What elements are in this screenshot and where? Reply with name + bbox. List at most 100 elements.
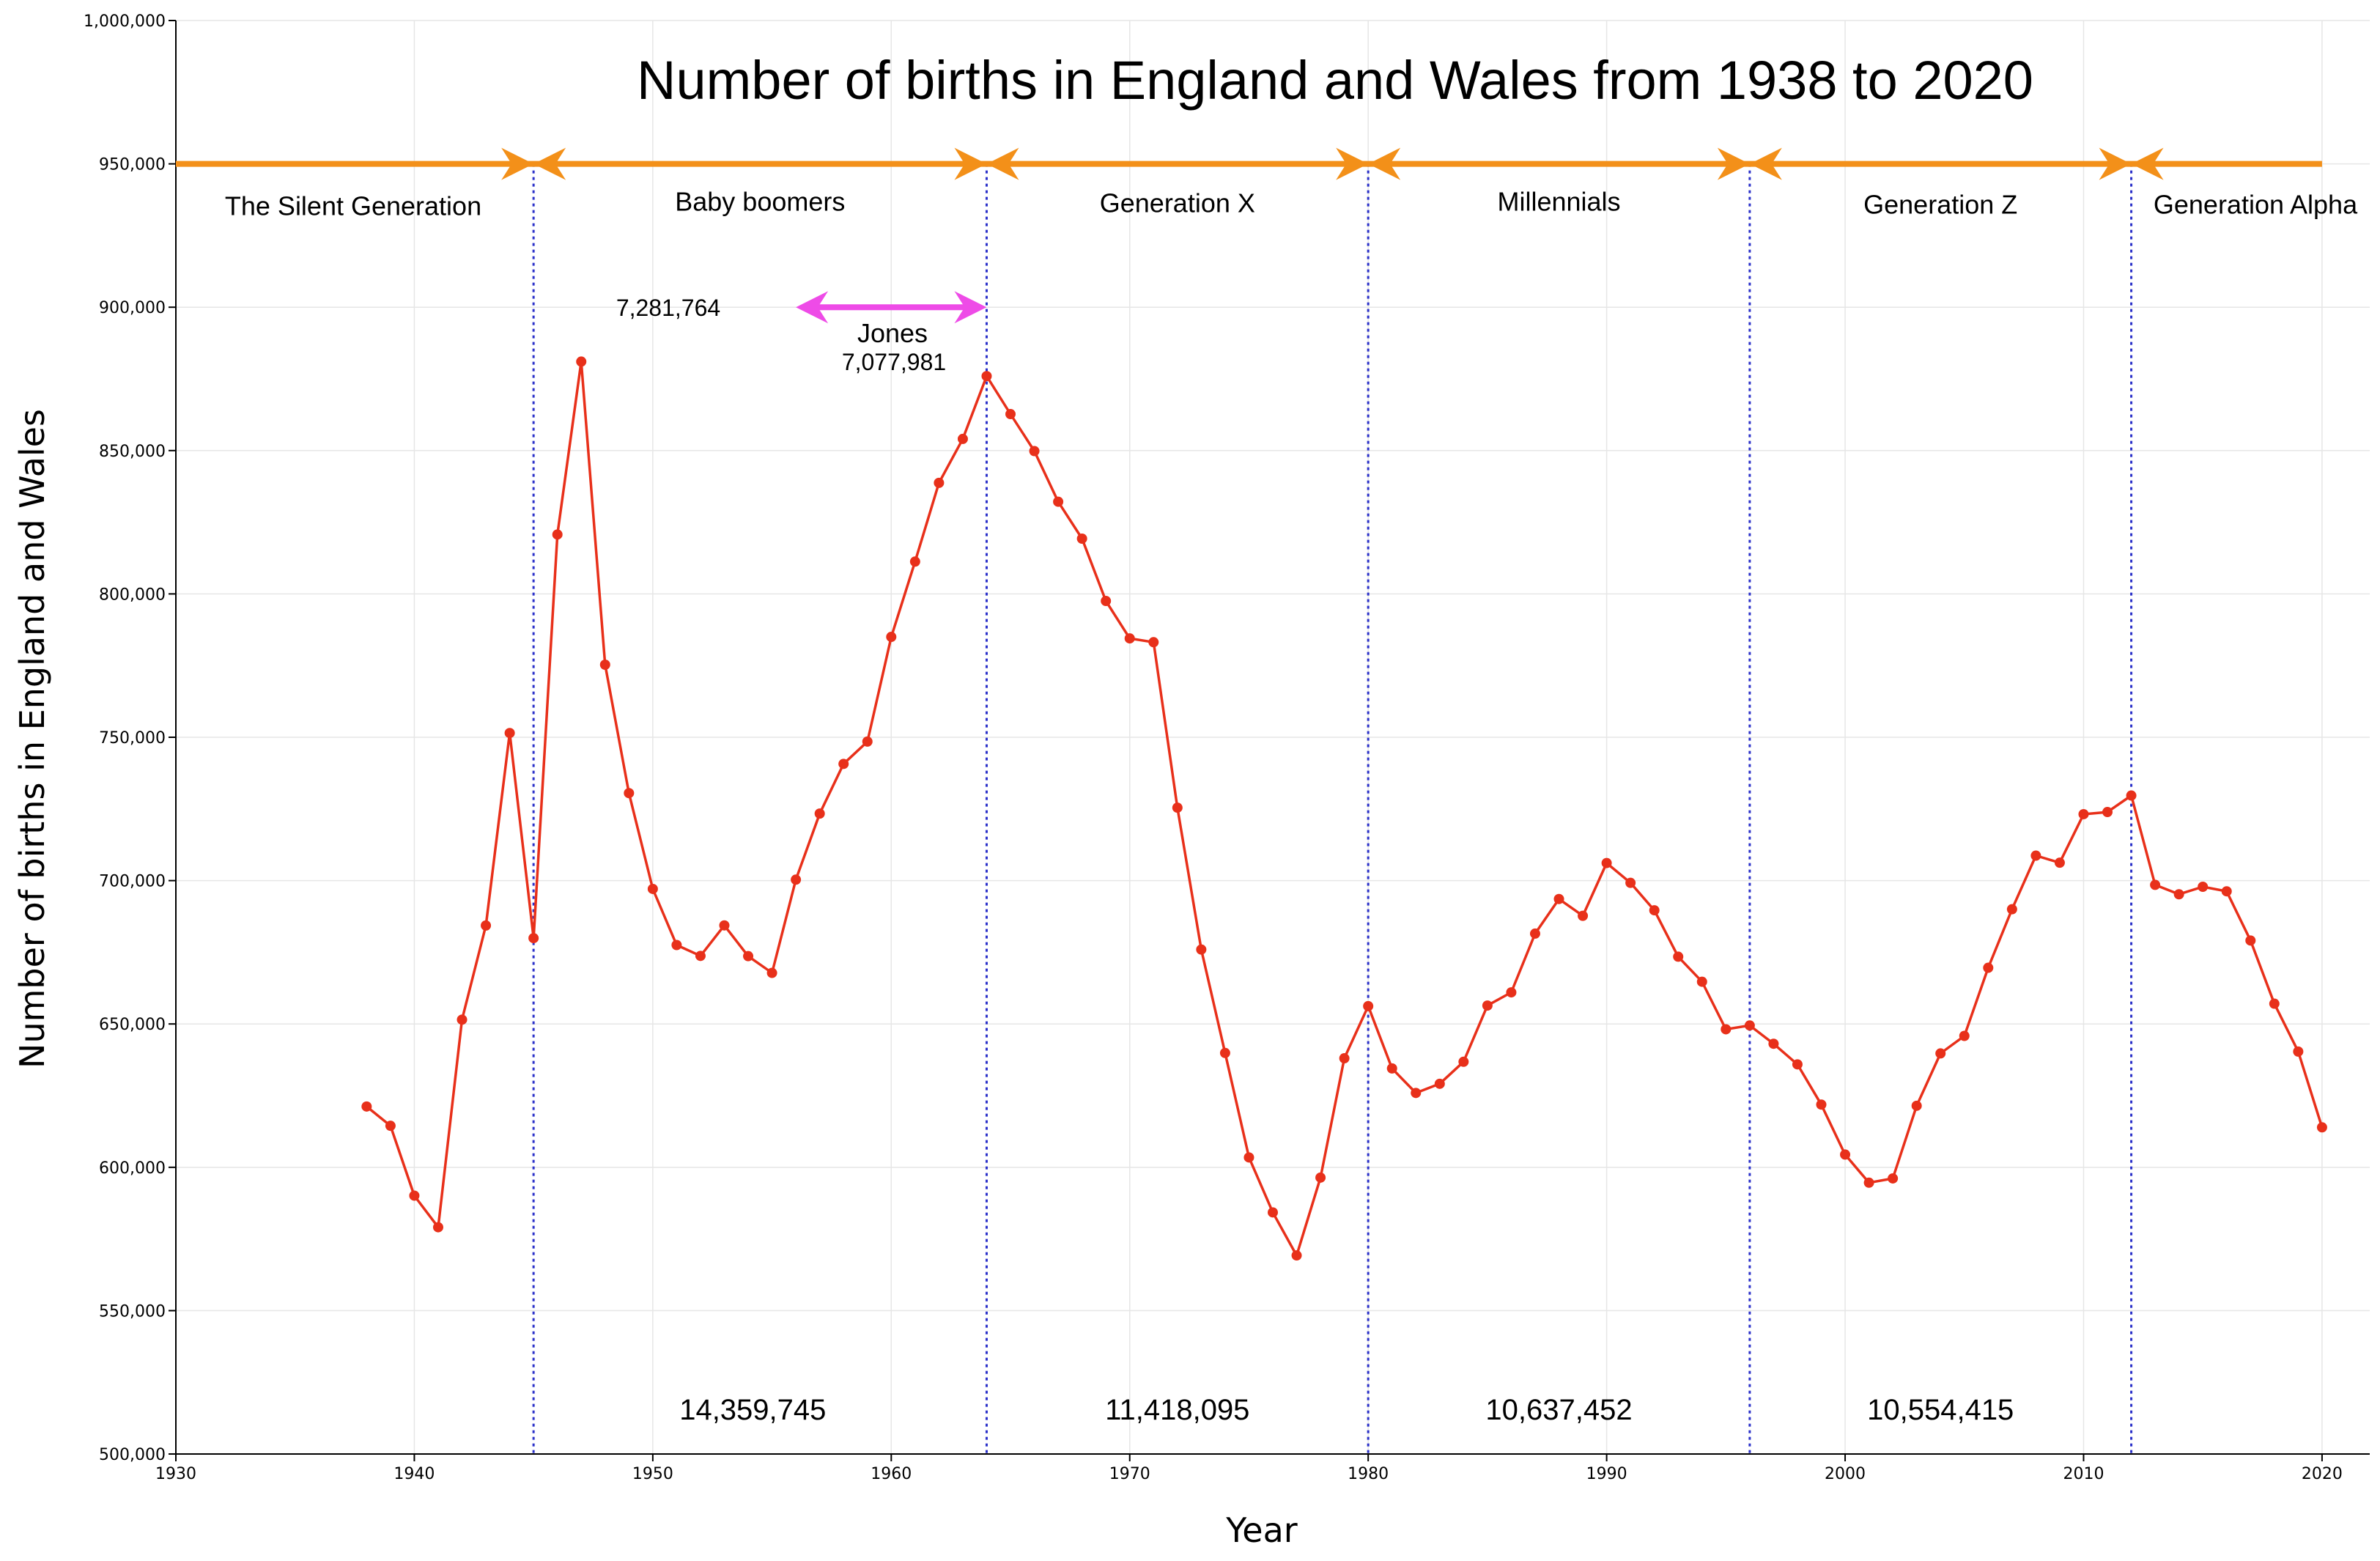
births-data-point xyxy=(1124,633,1135,644)
births-data-point xyxy=(2102,807,2113,818)
births-data-point xyxy=(909,556,920,567)
births-data-point xyxy=(1983,962,1994,973)
births-data-point xyxy=(1721,1024,1732,1035)
births-data-point xyxy=(2293,1046,2304,1057)
births-data-point xyxy=(1363,1000,1374,1011)
births-data-point xyxy=(1625,877,1636,888)
births-data-point xyxy=(1291,1250,1302,1261)
y-tick-label: 650,000 xyxy=(99,1016,166,1034)
births-data-point xyxy=(1458,1056,1469,1067)
births-data-point xyxy=(2030,850,2041,861)
births-data-point xyxy=(2316,1122,2327,1133)
births-data-point xyxy=(361,1101,372,1112)
boomers-first-part-label: 7,281,764 xyxy=(616,295,720,321)
births-data-point xyxy=(1673,951,1684,962)
births-data-point xyxy=(743,951,754,962)
x-tick-label: 2010 xyxy=(2063,1465,2104,1483)
y-tick-label: 1,000,000 xyxy=(84,12,166,31)
x-tick-label: 1980 xyxy=(1348,1465,1389,1483)
generation-total-label: 14,359,745 xyxy=(679,1394,826,1426)
generation-arrowhead-left xyxy=(1368,147,1401,180)
chart-title: Number of births in England and Wales fr… xyxy=(637,50,2033,111)
births-data-point xyxy=(1649,905,1660,916)
x-axis-title: Year xyxy=(1225,1510,1297,1550)
births-data-point xyxy=(1888,1173,1899,1184)
jones-value-label: 7,077,981 xyxy=(842,349,946,375)
jones-arrowhead-left xyxy=(796,291,829,324)
births-data-point xyxy=(1768,1038,1779,1049)
births-data-point xyxy=(1911,1100,1922,1111)
jones-label: Jones xyxy=(857,318,928,348)
births-data-point xyxy=(385,1121,396,1132)
y-tick-label: 600,000 xyxy=(99,1159,166,1178)
y-tick-label: 500,000 xyxy=(99,1446,166,1464)
x-tick-label: 1970 xyxy=(1109,1465,1150,1483)
births-data-point xyxy=(981,371,992,382)
births-data-point xyxy=(2054,857,2065,868)
births-data-point xyxy=(862,736,873,747)
axes: 500,000 550,000 600,000 650,000 700,000 750,0… xyxy=(84,12,2370,1483)
births-data-point xyxy=(481,920,492,931)
births-data-point xyxy=(766,967,777,978)
births-data-point xyxy=(1029,446,1040,457)
births-data-point xyxy=(1553,893,1564,904)
births-data-point xyxy=(2150,879,2161,890)
births-data-point xyxy=(838,759,849,770)
generation-arrows xyxy=(176,147,2322,180)
births-data-point xyxy=(1268,1207,1278,1218)
births-data-point xyxy=(1935,1048,1946,1059)
births-data-point xyxy=(1696,976,1707,987)
births-data-point xyxy=(2126,790,2137,801)
births-data-point xyxy=(2269,998,2280,1009)
generation-label: Generation Alpha xyxy=(2154,190,2358,220)
generation-label: Baby boomers xyxy=(675,187,845,217)
generation-label: The Silent Generation xyxy=(225,191,481,221)
births-data-point xyxy=(2245,935,2256,946)
births-data-point xyxy=(2221,886,2232,897)
births-data-point xyxy=(432,1222,443,1233)
generation-arrowhead-right xyxy=(2099,147,2132,180)
births-data-point xyxy=(552,529,563,540)
births-data-point xyxy=(1005,409,1016,420)
y-tick-label: 800,000 xyxy=(99,586,166,604)
births-data-point xyxy=(1506,987,1517,998)
births-data-point xyxy=(457,1014,468,1025)
births-data-point xyxy=(957,433,968,444)
generation-total-label: 10,637,452 xyxy=(1485,1394,1632,1426)
x-tick-label: 2000 xyxy=(1825,1465,1866,1483)
births-data-point xyxy=(719,920,730,931)
y-tick-label: 850,000 xyxy=(99,443,166,461)
births-data-point xyxy=(1076,534,1087,545)
generation-total-label: 11,418,095 xyxy=(1105,1394,1249,1426)
births-data-point xyxy=(1601,857,1612,868)
generation-arrowhead-left xyxy=(2131,147,2164,180)
births-data-point xyxy=(791,874,802,885)
jones-arrowhead-right xyxy=(954,291,987,324)
y-tick-label: 900,000 xyxy=(99,299,166,317)
x-tick-label: 1940 xyxy=(393,1465,435,1483)
births-data-point xyxy=(624,788,635,799)
x-tick-label: 2020 xyxy=(2302,1465,2343,1483)
births-data-point xyxy=(1816,1099,1827,1110)
births-data-point xyxy=(1744,1020,1755,1031)
x-tick-label: 1960 xyxy=(871,1465,912,1483)
births-data-point xyxy=(671,940,682,951)
generation-arrowhead-right xyxy=(1717,147,1750,180)
births-data-point xyxy=(1339,1053,1350,1064)
births-data-point xyxy=(647,883,658,894)
births-data-point xyxy=(1243,1152,1254,1163)
series-group xyxy=(361,356,2327,1261)
x-tick-label: 1950 xyxy=(632,1465,673,1483)
generation-arrowhead-left xyxy=(986,147,1019,180)
births-data-point xyxy=(2078,808,2089,819)
generation-arrowhead-right xyxy=(954,147,987,180)
y-axis-title: Number of births in England and Wales xyxy=(12,409,52,1069)
y-tick-label: 950,000 xyxy=(99,156,166,174)
births-data-point xyxy=(1196,944,1207,955)
births-data-point xyxy=(1053,496,1064,507)
births-data-point xyxy=(1148,637,1159,648)
births-data-point xyxy=(2006,904,2017,915)
births-data-point xyxy=(504,728,515,739)
births-data-point xyxy=(409,1190,420,1201)
